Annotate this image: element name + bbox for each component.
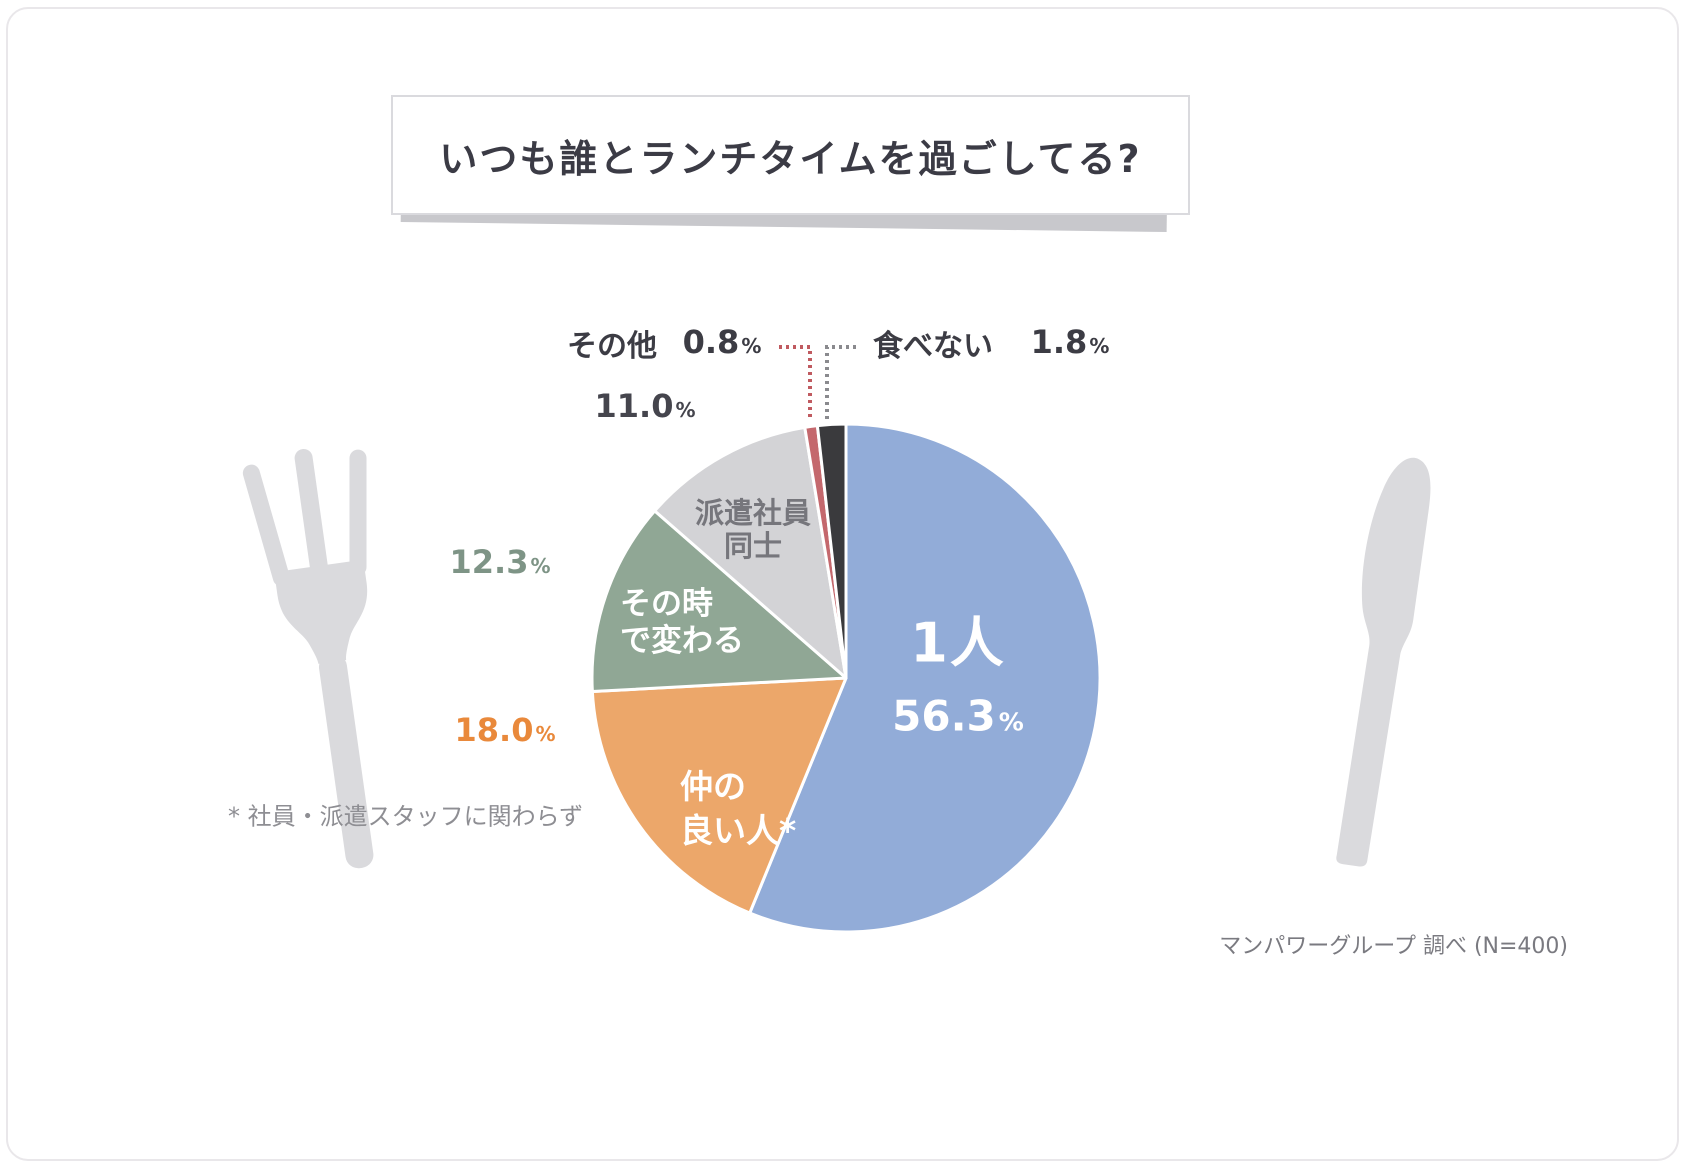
- fork-icon: [242, 448, 374, 869]
- pie-slice-0: [748, 422, 1102, 934]
- slice-label-line: その時: [620, 586, 713, 622]
- percent-value: 18.0: [454, 711, 534, 749]
- percent-unit: %: [998, 707, 1024, 737]
- slice-label-line: で変わる: [620, 623, 744, 659]
- percent-value: 0.8: [682, 323, 740, 361]
- footnote: * 社員・派遣スタッフに関わらず: [228, 802, 584, 831]
- percent-value: 12.3: [449, 543, 529, 581]
- leader-line-other: [779, 345, 812, 421]
- slice-label-hitori: 1人: [910, 611, 1006, 675]
- source-note: マンパワーグループ 調べ (N=400): [1219, 934, 1568, 959]
- pie-slice-3: [653, 425, 848, 680]
- percent-haken: 11.0%: [595, 387, 696, 425]
- slice-label-naka: 仲の 良い人*: [680, 765, 796, 853]
- callout-percent-noeat: 1.8%: [1031, 323, 1110, 361]
- pie-slices: [590, 422, 1102, 934]
- slice-label-line: 良い人*: [680, 811, 797, 850]
- percent-unit: %: [675, 398, 696, 422]
- slice-label-haken: 派遣社員 同士: [695, 497, 811, 563]
- percent-unit: %: [1089, 334, 1110, 358]
- percent-unit: %: [535, 722, 556, 746]
- leader-line-noeat: [825, 345, 856, 421]
- percent-naka: 18.0%: [455, 711, 556, 749]
- percent-unit: %: [741, 334, 762, 358]
- chart-title: いつも誰とランチタイムを過ごしてる?: [439, 136, 1142, 181]
- slice-label-sonotoki: その時 で変わる: [620, 586, 744, 660]
- pie-slice-2: [590, 509, 848, 694]
- slice-percent-hitori: 56.3%: [892, 692, 1024, 741]
- slice-label-line: 派遣社員: [694, 496, 812, 530]
- pie-chart-svg: [242, 345, 1431, 934]
- leader-lines: [779, 345, 856, 421]
- pie-slice-1: [590, 676, 848, 915]
- knife-icon: [1336, 457, 1431, 867]
- infographic-canvas: いつも誰とランチタイムを過ごしてる? その他 0.8% 食べない 1.8%: [6, 7, 1679, 1161]
- callout-label-other: その他: [567, 329, 657, 364]
- pie-slice-5: [815, 422, 848, 680]
- percent-sonotoki: 12.3%: [450, 543, 551, 581]
- callout-label-noeat: 食べない: [873, 329, 993, 364]
- slice-label-line: 仲の: [680, 767, 746, 806]
- title-box: いつも誰とランチタイムを過ごしてる?: [391, 95, 1190, 215]
- callout-percent-other: 0.8%: [683, 323, 762, 361]
- percent-value: 1.8: [1030, 323, 1088, 361]
- percent-value: 11.0: [594, 387, 674, 425]
- slice-label-line: 同士: [723, 529, 783, 563]
- percent-unit: %: [530, 554, 551, 578]
- percent-value: 56.3: [892, 691, 996, 741]
